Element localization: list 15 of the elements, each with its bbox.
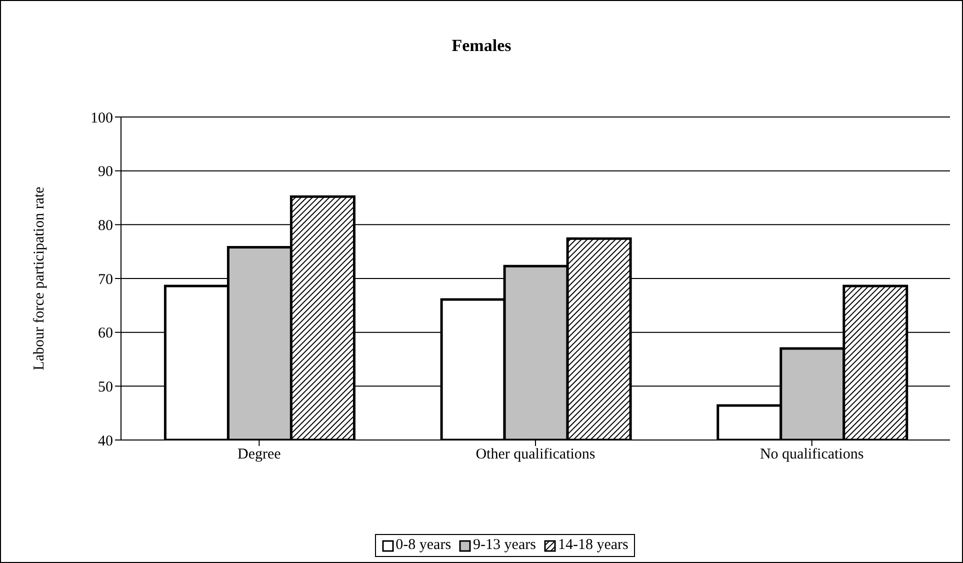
y-tick-label: 70 — [98, 272, 113, 288]
y-tick-label: 80 — [98, 218, 113, 234]
y-tick-label: 50 — [98, 379, 113, 396]
y-tick-label: 60 — [98, 326, 113, 342]
y-tick-label: 90 — [98, 164, 113, 180]
chart-title: Females — [450, 36, 512, 56]
legend-label: 0-8 years — [396, 537, 452, 554]
y-axis-title: Labour force participation rate — [31, 186, 48, 370]
legend-label: 9-13 years — [473, 537, 536, 554]
x-tick-label: Other qualifications — [476, 446, 596, 463]
legend-label: 14-18 years — [558, 537, 628, 554]
y-tick-label: 40 — [98, 433, 113, 450]
x-tick-label: No qualifications — [760, 446, 864, 463]
x-tick-label: Degree — [238, 446, 282, 463]
y-tick-label: 100 — [90, 110, 113, 126]
